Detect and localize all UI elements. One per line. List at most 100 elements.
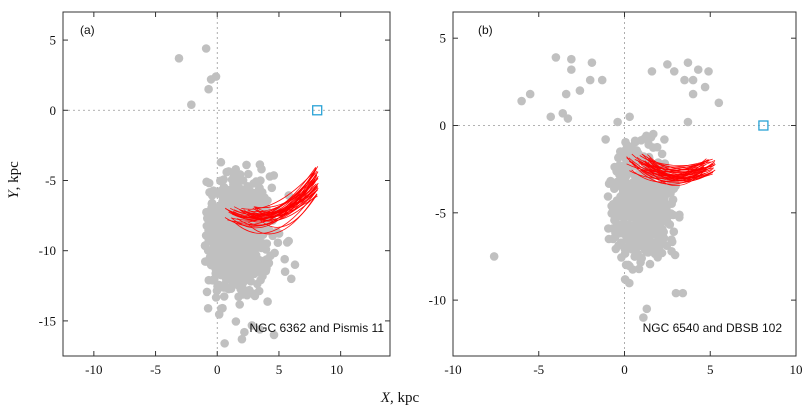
star-point — [226, 254, 236, 264]
star-point — [236, 192, 245, 201]
x-axis-symbol: X — [380, 390, 391, 406]
star-point-outlier — [704, 67, 713, 76]
orbit-curve — [257, 194, 318, 228]
star-point — [210, 217, 219, 227]
star-point-outlier — [688, 75, 698, 85]
star-point — [621, 137, 630, 147]
star-point-outlier — [269, 330, 279, 340]
star-point — [234, 183, 244, 193]
panel-a-orbits — [224, 166, 319, 235]
star-point — [604, 179, 614, 188]
star-point — [640, 220, 650, 230]
star-point — [642, 235, 652, 244]
orbit-curve — [241, 169, 316, 210]
x-axis-label: X, kpc — [380, 390, 420, 406]
star-point — [267, 183, 277, 193]
star-point — [621, 201, 630, 211]
star-point — [228, 276, 237, 286]
star-point — [219, 247, 228, 256]
star-point — [663, 218, 672, 227]
panel-b-ticks: -10 -5 0 5 10 -10 -5 0 5 — [429, 12, 803, 377]
sun-marker-b — [758, 120, 769, 131]
star-point — [203, 230, 213, 240]
star-point — [247, 258, 256, 267]
star-point — [254, 224, 263, 234]
star-point-outlier — [683, 58, 693, 67]
star-point — [643, 199, 653, 208]
star-point — [242, 160, 251, 170]
star-point — [273, 238, 283, 247]
y-axis-symbol: Y — [6, 189, 22, 199]
star-point-outlier — [231, 164, 241, 174]
star-point — [252, 279, 262, 289]
x-tick-label: -10 — [444, 362, 461, 377]
star-point — [611, 178, 621, 188]
star-point — [231, 317, 241, 326]
star-point — [619, 213, 629, 223]
star-point — [207, 199, 217, 209]
star-point-outlier — [558, 108, 568, 118]
star-point — [247, 321, 257, 330]
panel-b-caption: NGC 6540 and DBSB 102 — [643, 321, 783, 335]
star-point — [618, 227, 628, 237]
star-point-outlier — [204, 84, 213, 94]
star-point — [646, 244, 655, 253]
star-point-outlier — [567, 65, 576, 74]
x-tick-label: 10 — [330, 362, 343, 377]
star-point-outlier — [680, 75, 689, 85]
star-point — [250, 291, 260, 301]
star-point — [244, 169, 253, 179]
orbit-curve — [256, 191, 316, 213]
star-point — [230, 242, 239, 252]
star-point — [214, 310, 224, 319]
star-point — [220, 222, 229, 232]
orbit-curve — [626, 156, 703, 185]
star-point — [645, 259, 655, 269]
star-point — [222, 167, 231, 177]
orbit-curve — [252, 191, 316, 217]
star-point-outlier — [663, 60, 672, 69]
star-point-outlier — [551, 53, 561, 62]
star-point — [652, 142, 662, 152]
y-tick-label: -15 — [39, 313, 56, 328]
orbit-curve — [230, 195, 318, 221]
star-point — [248, 246, 258, 256]
star-point — [242, 250, 251, 260]
orbit-curve — [626, 157, 714, 182]
star-point — [625, 241, 634, 251]
star-point-outlier — [517, 96, 526, 106]
star-point — [637, 204, 646, 214]
orbit-curve — [253, 182, 316, 209]
star-point — [255, 183, 264, 193]
panel-a-caption: NGC 6362 and Pismis 11 — [249, 321, 384, 335]
star-point — [657, 248, 667, 258]
star-point — [649, 129, 658, 139]
y-axis-unit: , kpc — [6, 161, 22, 191]
star-point — [621, 260, 631, 270]
star-point-outlier — [647, 67, 657, 76]
star-point — [237, 233, 246, 243]
star-point-outlier — [597, 75, 607, 85]
y-tick-label: -10 — [429, 293, 446, 308]
star-point-outlier — [613, 117, 622, 127]
star-point — [211, 293, 221, 302]
star-point — [282, 238, 292, 247]
panel-a-label: (a) — [80, 23, 95, 37]
star-point — [270, 248, 279, 258]
star-point — [280, 267, 290, 277]
x-tick-label: 0 — [621, 362, 628, 377]
panel-b-orbits — [626, 153, 716, 186]
panel-a-points — [174, 44, 300, 348]
star-point — [211, 235, 221, 245]
y-tick-label: 5 — [50, 33, 57, 48]
star-point — [660, 193, 669, 203]
star-point — [667, 237, 677, 247]
star-point-outlier — [688, 89, 698, 99]
x-tick-label: 5 — [276, 362, 283, 377]
star-point — [240, 198, 250, 208]
star-point — [210, 187, 219, 197]
x-axis-unit: , kpc — [390, 390, 420, 406]
star-point — [202, 177, 211, 187]
star-point — [235, 300, 244, 309]
